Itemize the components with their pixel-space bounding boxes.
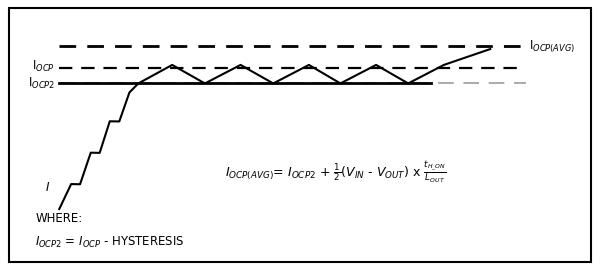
Text: I$_{OCP}$: I$_{OCP}$: [32, 59, 55, 74]
Text: I: I: [46, 181, 49, 194]
Text: $I_{OCP(AVG)}$= $I_{OCP2}$ + $\frac{1}{2}$($V_{IN}$ - $V_{OUT}$) x $\frac{t_{H\_: $I_{OCP(AVG)}$= $I_{OCP2}$ + $\frac{1}{2…: [225, 159, 446, 185]
Text: WHERE:: WHERE:: [35, 212, 83, 225]
Text: I$_{OCP2}$: I$_{OCP2}$: [28, 76, 55, 91]
Text: $I_{OCP2}$ = $I_{OCP}$ - HYSTERESIS: $I_{OCP2}$ = $I_{OCP}$ - HYSTERESIS: [35, 235, 185, 250]
Text: I$_{OCP(AVG)}$: I$_{OCP(AVG)}$: [529, 38, 575, 55]
